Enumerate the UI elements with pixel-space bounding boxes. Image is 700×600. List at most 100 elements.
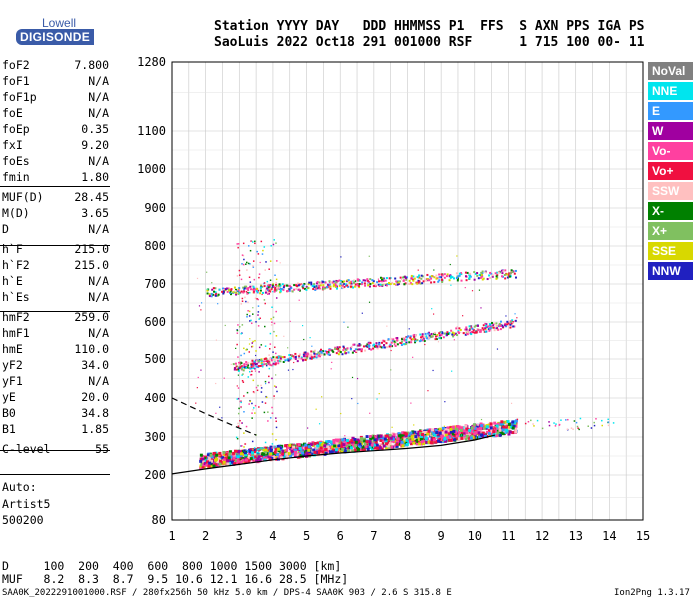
echo-point (312, 356, 315, 359)
echo-point (473, 331, 476, 334)
echo-point (270, 457, 274, 461)
echo-point (342, 282, 345, 285)
echo-point (259, 451, 262, 454)
echo-point (389, 343, 392, 346)
echo-point (268, 381, 270, 384)
echo-point (267, 363, 270, 366)
echo-point (273, 397, 275, 400)
echo-point (554, 425, 557, 427)
echo-point (368, 445, 372, 449)
echo-point (270, 324, 273, 326)
echo-point (275, 297, 278, 299)
echo-point (441, 332, 444, 335)
echo-point (196, 277, 199, 280)
echo-point (276, 356, 279, 359)
legend-x-: X+ (648, 222, 693, 240)
echo-point (274, 274, 276, 277)
echo-point (500, 275, 503, 278)
echo-point (215, 339, 218, 341)
echo-point (353, 279, 356, 282)
echo-point (258, 346, 261, 349)
echo-point (484, 435, 488, 439)
echo-point (451, 331, 454, 334)
echo-point (404, 275, 407, 278)
echo-point (221, 456, 225, 460)
echo-point (274, 286, 277, 289)
echo-point (502, 425, 506, 429)
echo-point (250, 373, 253, 376)
echo-point (389, 436, 393, 440)
echo-point (346, 284, 349, 287)
echo-point (260, 384, 262, 387)
echo-point (252, 391, 255, 393)
echo-point (464, 271, 467, 274)
echo-point (222, 292, 225, 295)
echo-point (395, 442, 399, 446)
echo-point (390, 349, 392, 352)
echo-point (258, 450, 260, 452)
echo-point (259, 364, 262, 367)
echo-point (247, 289, 250, 292)
echo-point (511, 271, 514, 274)
echo-point (275, 352, 277, 355)
echo-point (302, 353, 305, 356)
echo-point (283, 335, 285, 337)
echo-point (449, 276, 452, 279)
echo-point (309, 337, 311, 339)
echo-point (270, 286, 273, 289)
param-hmf2: hmF2 259.0 (2, 310, 109, 325)
echo-point (252, 361, 255, 364)
echo-point (211, 288, 214, 291)
echo-point (282, 286, 285, 289)
echo-point (504, 277, 507, 280)
echo-point (248, 403, 250, 405)
echo-point (249, 288, 252, 291)
echo-point (265, 383, 267, 385)
echo-point (317, 351, 320, 354)
x-tick-label: 5 (303, 529, 310, 543)
echo-point (261, 452, 265, 456)
echo-point (465, 326, 468, 329)
echo-point (370, 443, 374, 447)
echo-point (364, 445, 368, 449)
echo-point (247, 361, 250, 364)
echo-point (315, 408, 317, 410)
echo-point (567, 418, 569, 421)
echo-point (505, 429, 509, 433)
echo-point (410, 276, 413, 279)
param-b1: B1 1.85 (2, 422, 109, 437)
header-line-2: SaoLuis 2022 Oct18 291 001000 RSF 1 715 … (214, 35, 645, 50)
echo-point (268, 289, 270, 292)
y-tick-label: 400 (144, 391, 166, 405)
echo-point (264, 325, 266, 328)
echo-point (443, 436, 447, 440)
echo-point (378, 343, 381, 346)
echo-point (401, 444, 405, 448)
echo-point (269, 357, 272, 360)
echo-point (195, 402, 197, 404)
echo-point (250, 322, 253, 325)
echo-point (237, 292, 240, 295)
echo-point (304, 351, 307, 354)
echo-point (409, 336, 412, 339)
echo-point (238, 269, 241, 272)
echo-point (514, 313, 516, 315)
echo-point (427, 390, 429, 392)
echo-point (315, 286, 318, 289)
echo-point (254, 242, 256, 245)
echo-point (299, 448, 303, 452)
echo-point (451, 432, 455, 436)
echo-point (236, 243, 238, 245)
echo-point (488, 433, 492, 437)
echo-point (235, 368, 238, 371)
echo-point (256, 298, 258, 300)
echo-point (254, 404, 257, 407)
echo-point (462, 315, 464, 317)
echo-point (313, 442, 317, 446)
echo-point (251, 342, 254, 344)
echo-point (349, 347, 352, 350)
echo-point (498, 433, 502, 437)
echo-point (260, 447, 262, 449)
echo-point (464, 333, 467, 336)
echo-point (200, 302, 203, 304)
